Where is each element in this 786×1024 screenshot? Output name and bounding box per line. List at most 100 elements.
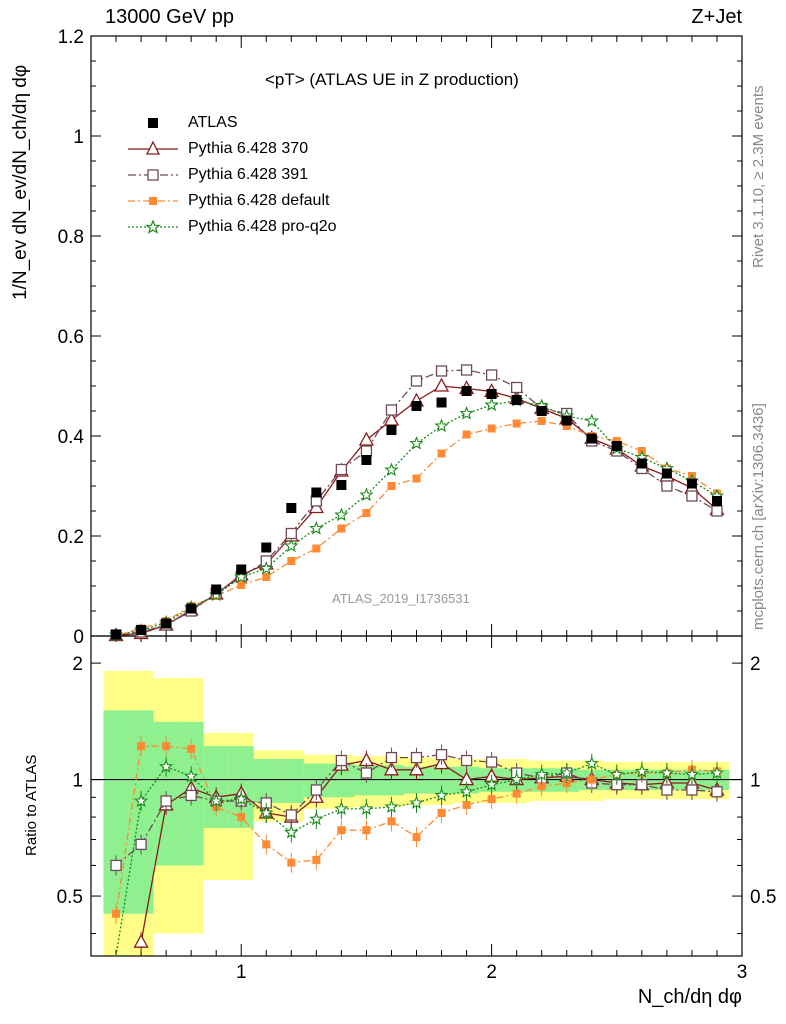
data-point-pythia-6-428-default bbox=[262, 573, 271, 581]
ratio-point-pythia-6-428-pro-q2o bbox=[659, 765, 675, 780]
data-point-pythia-6-428-391 bbox=[711, 505, 723, 517]
ratio-point-pythia-6-428-default bbox=[237, 813, 246, 822]
ratio-point-pythia-6-428-default bbox=[287, 858, 296, 867]
legend-entry-391: Pythia 6.428 391 bbox=[128, 164, 388, 188]
data-point-pythia-6-428-391 bbox=[511, 381, 523, 394]
ratio-point-pythia-6-428-391 bbox=[285, 809, 297, 821]
ratio-point-pythia-6-428-default bbox=[137, 742, 146, 751]
data-point-atlas bbox=[336, 480, 347, 490]
ratio-point-pythia-6-428-370 bbox=[383, 761, 400, 776]
ratio-point-pythia-6-428-pro-q2o bbox=[509, 772, 524, 786]
data-point-pythia-6-428-391 bbox=[285, 527, 297, 540]
ratio-point-pythia-6-428-391 bbox=[160, 795, 172, 807]
data-point-pythia-6-428-default bbox=[412, 474, 421, 483]
data-point-pythia-6-428-default bbox=[487, 424, 496, 433]
analysis-id: ATLAS_2019_I1736531 bbox=[332, 591, 470, 606]
data-point-atlas bbox=[361, 455, 372, 465]
legend-marker-370 bbox=[128, 140, 178, 155]
ratio-point-pythia-6-428-370 bbox=[408, 761, 425, 776]
ratio-point-pythia-6-428-default bbox=[437, 808, 446, 817]
ratio-point-pythia-6-428-default bbox=[537, 782, 546, 791]
ratio-point-pythia-6-428-default bbox=[587, 775, 596, 784]
data-point-atlas bbox=[686, 478, 697, 489]
y-axis-title-text: 1/N_ev dN_ev/dN_ch/dη dφ bbox=[10, 64, 31, 300]
data-point-pythia-6-428-391 bbox=[686, 490, 698, 502]
data-point-atlas bbox=[411, 401, 422, 411]
data-point-pythia-6-428-default bbox=[237, 581, 246, 589]
y-tick-label: 1.2 bbox=[58, 27, 84, 48]
x-tick-label: 2 bbox=[486, 962, 497, 983]
data-point-atlas bbox=[111, 629, 122, 640]
y-tick-label: 0.8 bbox=[58, 227, 84, 248]
data-point-atlas bbox=[186, 603, 197, 614]
mcplots-label: mcplots.cern.ch [arXiv:1306.3436] bbox=[750, 403, 767, 630]
data-point-pythia-6-428-pro-q2o bbox=[284, 538, 299, 553]
data-point-pythia-6-428-391 bbox=[410, 375, 423, 387]
ratio-point-pythia-6-428-pro-q2o bbox=[584, 756, 599, 770]
data-point-atlas bbox=[636, 458, 647, 469]
ratio-y-tick-label: 0.5 bbox=[57, 887, 83, 908]
ratio-y-tick-label: 1 bbox=[72, 771, 83, 792]
legend-label-391: Pythia 6.428 391 bbox=[188, 166, 309, 183]
data-point-atlas bbox=[586, 433, 597, 444]
data-point-pythia-6-428-391 bbox=[460, 364, 473, 376]
ratio-point-pythia-6-428-default bbox=[362, 826, 371, 835]
data-point-atlas bbox=[561, 415, 572, 426]
data-point-pythia-6-428-391 bbox=[661, 480, 673, 492]
ratio-point-pythia-6-428-pro-q2o bbox=[359, 801, 374, 815]
legend-entry-default: Pythia 6.428 default bbox=[128, 190, 388, 214]
ratio-point-pythia-6-428-pro-q2o bbox=[259, 805, 274, 819]
ratio-point-pythia-6-428-pro-q2o bbox=[634, 763, 649, 778]
legend-label-370: Pythia 6.428 370 bbox=[188, 140, 309, 157]
ratio-point-pythia-6-428-391 bbox=[686, 784, 698, 796]
legend-marker-proq2o bbox=[128, 219, 178, 234]
data-point-pythia-6-428-pro-q2o bbox=[309, 520, 324, 535]
ratio-point-pythia-6-428-391 bbox=[661, 784, 673, 796]
data-point-pythia-6-428-370 bbox=[358, 431, 375, 446]
ratio-point-pythia-6-428-391 bbox=[485, 756, 498, 768]
ratio-point-pythia-6-428-pro-q2o bbox=[234, 791, 249, 806]
legend-label-atlas: ATLAS bbox=[188, 114, 238, 131]
ratio-point-pythia-6-428-391 bbox=[711, 786, 723, 798]
ratio-point-pythia-6-428-391 bbox=[385, 751, 398, 764]
y-tick-label: 0.6 bbox=[58, 327, 84, 348]
data-point-atlas bbox=[211, 584, 222, 595]
data-point-atlas bbox=[511, 395, 522, 405]
ratio-point-pythia-6-428-pro-q2o bbox=[284, 824, 299, 839]
data-point-pythia-6-428-default bbox=[562, 422, 571, 430]
ratio-point-pythia-6-428-default bbox=[312, 855, 321, 864]
ratio-point-pythia-6-428-391 bbox=[410, 751, 423, 764]
ratio-point-pythia-6-428-pro-q2o bbox=[209, 793, 224, 808]
ratio-point-pythia-6-428-pro-q2o bbox=[309, 811, 324, 826]
legend-entry-atlas: ATLAS bbox=[128, 112, 388, 136]
data-point-pythia-6-428-default bbox=[362, 509, 371, 517]
data-point-pythia-6-428-default bbox=[387, 482, 396, 490]
ratio-point-pythia-6-428-pro-q2o bbox=[334, 801, 349, 815]
legend-marker-391 bbox=[128, 169, 178, 181]
data-point-pythia-6-428-391 bbox=[385, 404, 398, 416]
ratio-point-pythia-6-428-391 bbox=[310, 784, 322, 796]
ratio-point-pythia-6-428-pro-q2o bbox=[158, 759, 174, 773]
data-point-pythia-6-428-default bbox=[537, 417, 546, 425]
rivet-label: Rivet 3.1.10, ≥ 2.3M events bbox=[750, 85, 767, 269]
y-tick-label: 0 bbox=[73, 627, 84, 648]
data-point-atlas bbox=[136, 625, 147, 635]
plot-title: <pT> (ATLAS UE in Z production) bbox=[265, 70, 519, 89]
ratio-point-pythia-6-428-default bbox=[462, 800, 471, 809]
ratio-point-pythia-6-428-default bbox=[187, 744, 196, 753]
legend-entry-proq2o: Pythia 6.428 pro-q2o bbox=[128, 216, 388, 240]
ratio-point-pythia-6-428-391 bbox=[460, 754, 473, 767]
ratio-point-pythia-6-428-pro-q2o bbox=[434, 787, 449, 802]
ratio-point-pythia-6-428-default bbox=[487, 795, 496, 804]
data-point-pythia-6-428-default bbox=[462, 430, 471, 439]
data-point-pythia-6-428-pro-q2o bbox=[384, 462, 399, 477]
ratio-point-pythia-6-428-391 bbox=[435, 748, 448, 761]
data-point-atlas bbox=[661, 468, 672, 479]
ratio-point-pythia-6-428-pro-q2o bbox=[609, 767, 624, 781]
data-point-pythia-6-428-default bbox=[312, 544, 321, 553]
data-point-atlas bbox=[386, 425, 397, 435]
legend-marker-default bbox=[128, 197, 178, 205]
ratio-point-pythia-6-428-pro-q2o bbox=[709, 765, 725, 780]
ratio-point-pythia-6-428-default bbox=[337, 826, 346, 835]
